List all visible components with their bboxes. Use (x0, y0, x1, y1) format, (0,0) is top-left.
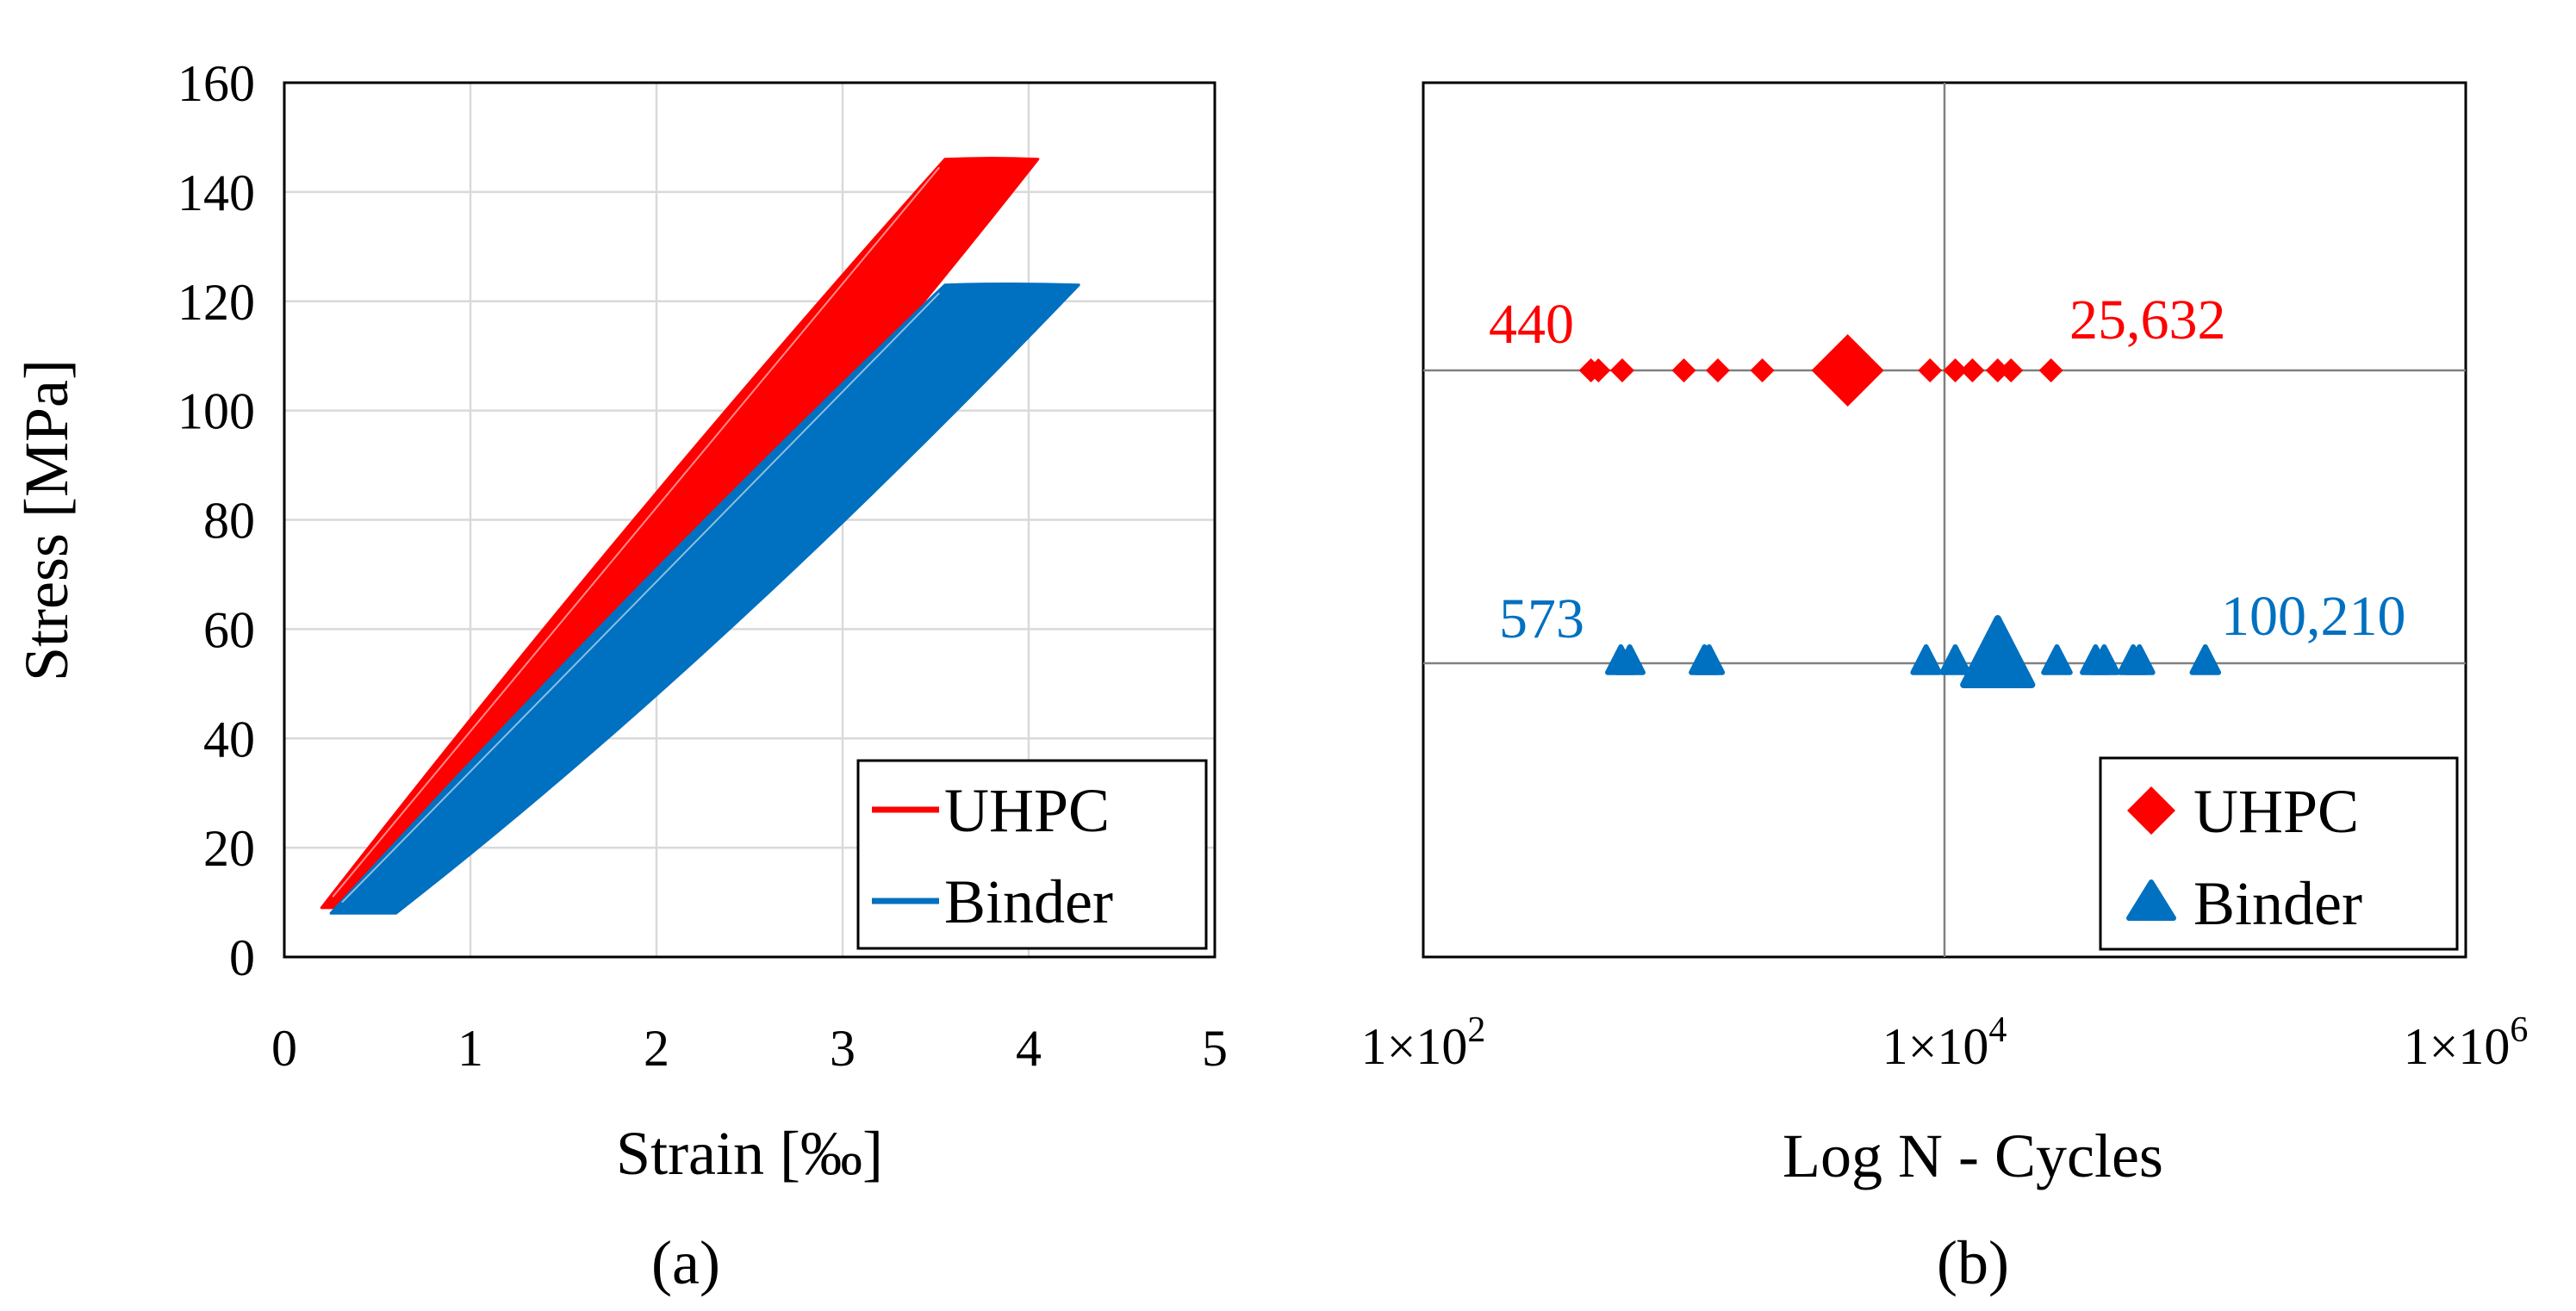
binder-point-3 (1693, 644, 1726, 675)
log-x-tick-label-0: 1×102 (1361, 1010, 1486, 1075)
y-tick-label-20: 20 (203, 820, 255, 877)
x-tick-label-3: 3 (830, 1020, 856, 1077)
panel-a-caption: (a) (651, 1228, 720, 1297)
binder-max-annotation: 100,210 (2221, 585, 2406, 648)
uhpc-point-11 (2038, 358, 2063, 382)
uhpc-point-8 (1960, 358, 1985, 382)
binder-point-4 (1910, 644, 1942, 675)
legend-uhpc-diamond-icon (2127, 786, 2175, 835)
uhpc-point-10 (1999, 358, 2024, 382)
panel-a-y-tick-labels: 0 20 40 60 80 100 120 140 160 (177, 55, 255, 986)
panel-a-y-axis-label: Stress [MPa] (12, 359, 81, 681)
legend-binder-triangle-icon (2126, 879, 2176, 921)
x-tick-label-1: 1 (457, 1020, 483, 1077)
y-tick-label-160: 160 (177, 55, 255, 112)
panel-b-x-axis-label: Log N - Cycles (1783, 1121, 2163, 1190)
panel-a: 0 20 40 60 80 100 120 140 160 0 1 2 3 4 5 Stress [MPa… (12, 55, 1228, 1297)
y-tick-label-0: 0 (229, 929, 255, 986)
y-tick-label-60: 60 (203, 601, 255, 658)
y-tick-label-100: 100 (177, 383, 255, 440)
y-tick-label-120: 120 (177, 274, 255, 331)
panel-a-x-tick-labels: 0 1 2 3 4 5 (271, 1020, 1228, 1077)
uhpc-point-2 (1609, 358, 1634, 382)
y-tick-label-40: 40 (203, 711, 255, 767)
x-tick-label-0: 0 (271, 1020, 297, 1077)
panel-b-x-tick-labels: 1×102 1×104 1×106 (1361, 1010, 2529, 1075)
uhpc-max-annotation: 25,632 (2069, 289, 2226, 351)
uhpc-mean-marker (1811, 334, 1884, 407)
uhpc-loop-edge-line (332, 166, 941, 898)
legend-binder-label: Binder (944, 867, 1113, 936)
uhpc-point-1 (1586, 358, 1611, 382)
log-x-tick-label-1: 1×104 (1882, 1010, 2007, 1075)
legend-uhpc-label-b: UHPC (2193, 777, 2359, 846)
legend-binder-label-b: Binder (2193, 869, 2362, 938)
binder-min-annotation: 573 (1499, 587, 1584, 650)
uhpc-point-5 (1750, 358, 1775, 382)
binder-point-11 (2088, 644, 2120, 675)
x-tick-label-4: 4 (1016, 1020, 1042, 1077)
y-tick-label-80: 80 (203, 493, 255, 550)
uhpc-point-6 (1918, 358, 1943, 382)
binder-point-5 (1939, 644, 1971, 675)
x-tick-label-5: 5 (1202, 1020, 1228, 1077)
panel-b-caption: (b) (1937, 1228, 2009, 1297)
uhpc-point-3 (1671, 358, 1696, 382)
uhpc-point-4 (1705, 358, 1730, 382)
panel-b-legend: UHPC Binder (2099, 756, 2459, 951)
y-tick-label-140: 140 (177, 165, 255, 221)
uhpc-point-9 (1985, 358, 2010, 382)
binder-point-13 (2124, 644, 2156, 675)
binder-point-14 (2189, 644, 2222, 675)
binder-point-1 (1614, 644, 1646, 675)
panel-a-legend: UHPC Binder (856, 759, 1208, 950)
panel-a-legend-box (856, 759, 1208, 950)
x-tick-label-2: 2 (644, 1020, 669, 1077)
log-x-tick-label-2: 1×106 (2404, 1010, 2529, 1075)
uhpc-point-7 (1943, 358, 1968, 382)
binder-mean-marker (1960, 615, 2036, 688)
legend-uhpc-label: UHPC (944, 776, 1110, 845)
panel-a-plot-border (283, 81, 1216, 959)
panel-b: 440 25,632 573 100,210 1×102 1×104 1×106 L… (1361, 81, 2529, 1297)
binder-point-9 (2041, 644, 2073, 675)
binder-hysteresis-band (329, 282, 1080, 915)
panel-a-x-axis-label: Strain [‰] (616, 1119, 883, 1188)
panel-b-markers (1578, 334, 2222, 688)
panel-a-loops (320, 157, 1080, 915)
binder-loop-edge-line (341, 292, 941, 904)
uhpc-min-annotation: 440 (1489, 293, 1574, 356)
